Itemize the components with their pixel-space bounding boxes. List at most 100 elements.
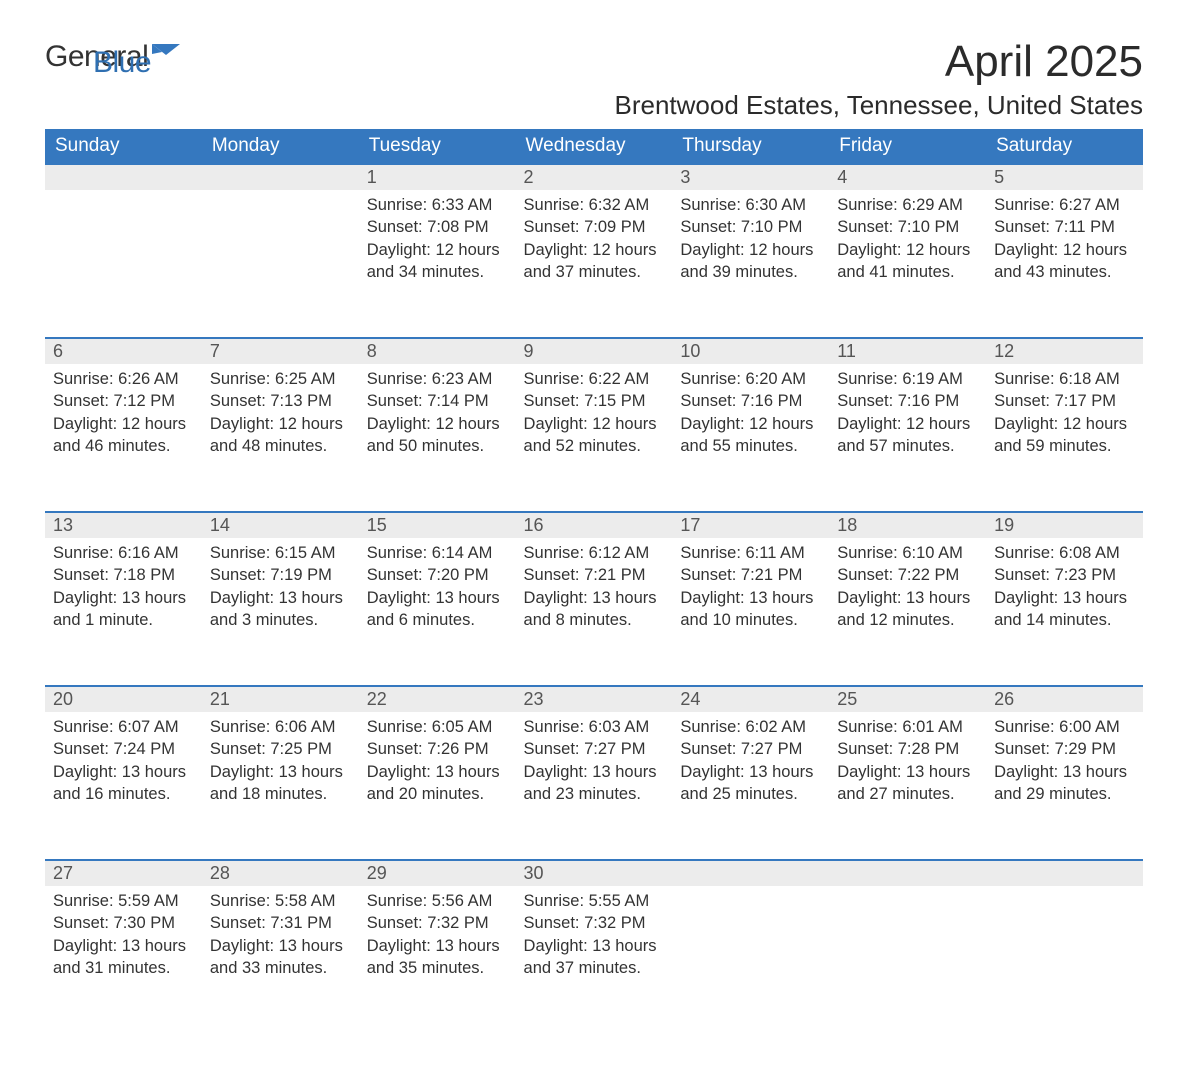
- day-number: 30: [516, 860, 673, 886]
- day-cell: Sunrise: 6:06 AMSunset: 7:25 PMDaylight:…: [202, 712, 359, 860]
- sunset-text: Sunset: 7:14 PM: [367, 390, 508, 412]
- sunset-text: Sunset: 7:23 PM: [994, 564, 1135, 586]
- sunset-text: Sunset: 7:12 PM: [53, 390, 194, 412]
- sunset-text: Sunset: 7:17 PM: [994, 390, 1135, 412]
- day-cell: Sunrise: 6:08 AMSunset: 7:23 PMDaylight:…: [986, 538, 1143, 686]
- day-number-row: 20212223242526: [45, 686, 1143, 712]
- daylight-text: Daylight: 12 hours and 52 minutes.: [524, 413, 665, 458]
- page-title: April 2025: [945, 40, 1143, 84]
- day-cell: Sunrise: 6:05 AMSunset: 7:26 PMDaylight:…: [359, 712, 516, 860]
- day-content-row: Sunrise: 6:33 AMSunset: 7:08 PMDaylight:…: [45, 190, 1143, 338]
- sunset-text: Sunset: 7:18 PM: [53, 564, 194, 586]
- sunrise-text: Sunrise: 5:59 AM: [53, 890, 194, 912]
- day-number: 11: [829, 338, 986, 364]
- weekday-header-row: SundayMondayTuesdayWednesdayThursdayFrid…: [45, 129, 1143, 164]
- daylight-text: Daylight: 12 hours and 34 minutes.: [367, 239, 508, 284]
- sunrise-text: Sunrise: 6:02 AM: [680, 716, 821, 738]
- sunrise-text: Sunrise: 6:11 AM: [680, 542, 821, 564]
- sunrise-text: Sunrise: 6:22 AM: [524, 368, 665, 390]
- weekday-header: Tuesday: [359, 129, 516, 164]
- sunset-text: Sunset: 7:13 PM: [210, 390, 351, 412]
- day-number: 28: [202, 860, 359, 886]
- sunrise-text: Sunrise: 6:05 AM: [367, 716, 508, 738]
- sunset-text: Sunset: 7:19 PM: [210, 564, 351, 586]
- sunset-text: Sunset: 7:24 PM: [53, 738, 194, 760]
- day-cell: Sunrise: 5:56 AMSunset: 7:32 PMDaylight:…: [359, 886, 516, 1034]
- sunset-text: Sunset: 7:08 PM: [367, 216, 508, 238]
- sunrise-text: Sunrise: 5:55 AM: [524, 890, 665, 912]
- daylight-text: Daylight: 13 hours and 20 minutes.: [367, 761, 508, 806]
- sunrise-text: Sunrise: 6:25 AM: [210, 368, 351, 390]
- day-content-row: Sunrise: 5:59 AMSunset: 7:30 PMDaylight:…: [45, 886, 1143, 1034]
- sunrise-text: Sunrise: 6:01 AM: [837, 716, 978, 738]
- daylight-text: Daylight: 13 hours and 35 minutes.: [367, 935, 508, 980]
- day-content-row: Sunrise: 6:16 AMSunset: 7:18 PMDaylight:…: [45, 538, 1143, 686]
- daylight-text: Daylight: 13 hours and 23 minutes.: [524, 761, 665, 806]
- weekday-header: Monday: [202, 129, 359, 164]
- day-number: 4: [829, 164, 986, 190]
- day-number: 24: [672, 686, 829, 712]
- sunrise-text: Sunrise: 6:27 AM: [994, 194, 1135, 216]
- day-cell: Sunrise: 6:01 AMSunset: 7:28 PMDaylight:…: [829, 712, 986, 860]
- daylight-text: Daylight: 12 hours and 41 minutes.: [837, 239, 978, 284]
- daylight-text: Daylight: 12 hours and 48 minutes.: [210, 413, 351, 458]
- day-number: 2: [516, 164, 673, 190]
- daylight-text: Daylight: 13 hours and 14 minutes.: [994, 587, 1135, 632]
- day-number: 20: [45, 686, 202, 712]
- day-number: 23: [516, 686, 673, 712]
- day-cell: Sunrise: 6:03 AMSunset: 7:27 PMDaylight:…: [516, 712, 673, 860]
- daylight-text: Daylight: 12 hours and 59 minutes.: [994, 413, 1135, 458]
- day-cell: Sunrise: 6:18 AMSunset: 7:17 PMDaylight:…: [986, 364, 1143, 512]
- day-content-row: Sunrise: 6:26 AMSunset: 7:12 PMDaylight:…: [45, 364, 1143, 512]
- daylight-text: Daylight: 12 hours and 46 minutes.: [53, 413, 194, 458]
- sunset-text: Sunset: 7:16 PM: [837, 390, 978, 412]
- sunrise-text: Sunrise: 6:23 AM: [367, 368, 508, 390]
- daylight-text: Daylight: 12 hours and 57 minutes.: [837, 413, 978, 458]
- day-number: 14: [202, 512, 359, 538]
- day-number: 26: [986, 686, 1143, 712]
- day-cell: Sunrise: 6:14 AMSunset: 7:20 PMDaylight:…: [359, 538, 516, 686]
- weekday-header: Friday: [829, 129, 986, 164]
- sunrise-text: Sunrise: 6:18 AM: [994, 368, 1135, 390]
- day-number: 29: [359, 860, 516, 886]
- day-cell: Sunrise: 6:15 AMSunset: 7:19 PMDaylight:…: [202, 538, 359, 686]
- sunrise-text: Sunrise: 6:03 AM: [524, 716, 665, 738]
- empty-cell: [202, 190, 359, 338]
- daylight-text: Daylight: 13 hours and 29 minutes.: [994, 761, 1135, 806]
- logo-word2: Blue: [93, 46, 151, 80]
- sunrise-text: Sunrise: 6:00 AM: [994, 716, 1135, 738]
- empty-cell: [45, 190, 202, 338]
- day-cell: Sunrise: 6:30 AMSunset: 7:10 PMDaylight:…: [672, 190, 829, 338]
- sunset-text: Sunset: 7:09 PM: [524, 216, 665, 238]
- day-cell: Sunrise: 6:11 AMSunset: 7:21 PMDaylight:…: [672, 538, 829, 686]
- empty-cell: [829, 886, 986, 1034]
- day-number: 10: [672, 338, 829, 364]
- day-cell: Sunrise: 6:33 AMSunset: 7:08 PMDaylight:…: [359, 190, 516, 338]
- location-subtitle: Brentwood Estates, Tennessee, United Sta…: [45, 90, 1143, 121]
- day-cell: Sunrise: 5:58 AMSunset: 7:31 PMDaylight:…: [202, 886, 359, 1034]
- day-number-row: 6789101112: [45, 338, 1143, 364]
- day-number: 18: [829, 512, 986, 538]
- day-cell: Sunrise: 6:19 AMSunset: 7:16 PMDaylight:…: [829, 364, 986, 512]
- daylight-text: Daylight: 13 hours and 31 minutes.: [53, 935, 194, 980]
- daylight-text: Daylight: 13 hours and 1 minute.: [53, 587, 194, 632]
- sunrise-text: Sunrise: 5:58 AM: [210, 890, 351, 912]
- sunset-text: Sunset: 7:30 PM: [53, 912, 194, 934]
- day-number-row: 13141516171819: [45, 512, 1143, 538]
- sunrise-text: Sunrise: 6:06 AM: [210, 716, 351, 738]
- daylight-text: Daylight: 13 hours and 27 minutes.: [837, 761, 978, 806]
- weekday-header: Sunday: [45, 129, 202, 164]
- weekday-header: Saturday: [986, 129, 1143, 164]
- day-number-row: 12345: [45, 164, 1143, 190]
- day-number: 13: [45, 512, 202, 538]
- sunset-text: Sunset: 7:10 PM: [837, 216, 978, 238]
- day-cell: Sunrise: 6:26 AMSunset: 7:12 PMDaylight:…: [45, 364, 202, 512]
- sunrise-text: Sunrise: 6:12 AM: [524, 542, 665, 564]
- empty-cell: [986, 886, 1143, 1034]
- calendar-table: SundayMondayTuesdayWednesdayThursdayFrid…: [45, 129, 1143, 1034]
- sunset-text: Sunset: 7:15 PM: [524, 390, 665, 412]
- daylight-text: Daylight: 13 hours and 33 minutes.: [210, 935, 351, 980]
- day-number: 22: [359, 686, 516, 712]
- sunrise-text: Sunrise: 6:19 AM: [837, 368, 978, 390]
- sunrise-text: Sunrise: 6:08 AM: [994, 542, 1135, 564]
